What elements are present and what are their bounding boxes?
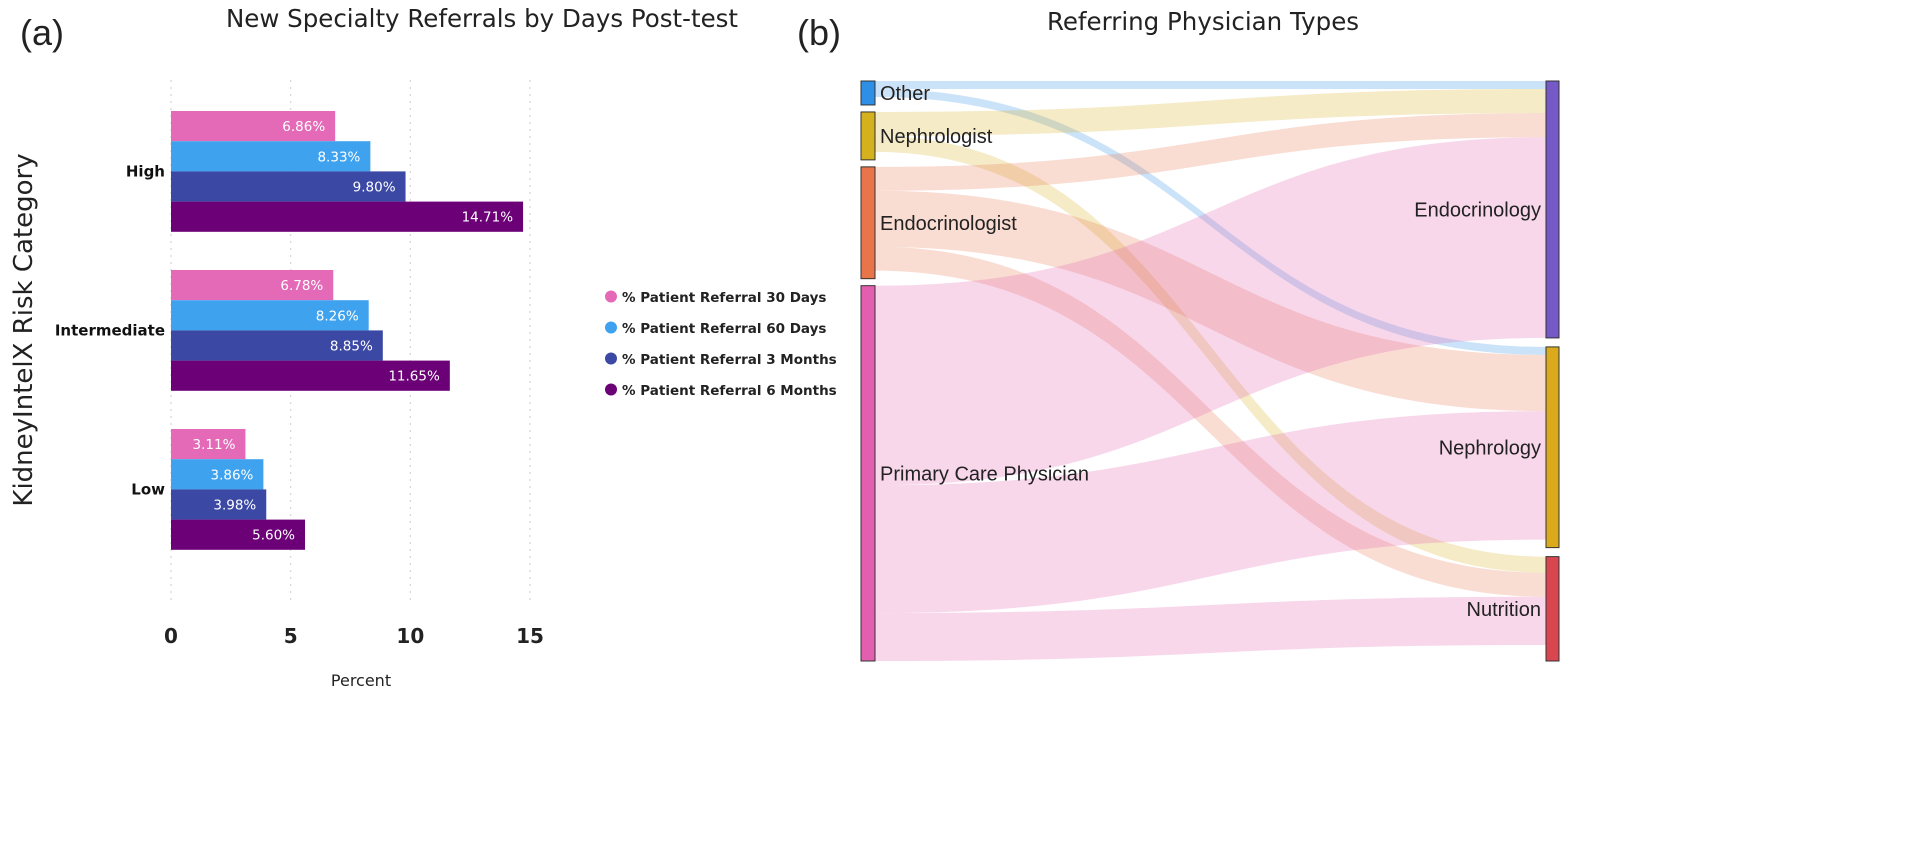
data-label-high-pct-patient-referral-3-months: 9.80%	[353, 180, 396, 196]
x-tick-label: 10	[396, 624, 424, 648]
category-label-low: Low	[131, 480, 165, 498]
sankey-node-primary-care-physician	[860, 285, 876, 662]
sankey-link-endocrinologist-to-nutrition	[875, 246, 1546, 597]
panel-a-label: (a)	[20, 12, 64, 53]
x-tick-label: 5	[284, 624, 298, 648]
data-label-low-pct-patient-referral-30-days: 3.11%	[193, 437, 236, 453]
legend-marker-pct-patient-referral-60-days	[605, 321, 617, 334]
sankey-link-endocrinologist-to-endocrinology	[875, 113, 1546, 191]
sankey-link-other-to-nephrology	[875, 88, 1546, 355]
legend-marker-pct-patient-referral-30-days	[605, 290, 617, 303]
bar-chart-x-axis-label: Percent	[331, 671, 391, 690]
bar-low-pct-patient-referral-3-months	[171, 489, 267, 520]
bar-chart-title: New Specialty Referrals by Days Post-tes…	[226, 4, 738, 33]
category-label-high: High	[126, 162, 165, 180]
sankey-title: Referring Physician Types	[1047, 7, 1359, 36]
legend-label-pct-patient-referral-30-days: % Patient Referral 30 Days	[622, 290, 826, 306]
bar-high-pct-patient-referral-6-months	[171, 201, 524, 232]
bar-intermediate-pct-patient-referral-60-days	[171, 300, 369, 331]
sankey-link-primary-care-physician-to-nutrition	[875, 596, 1546, 661]
sankey-node-endocrinology	[1545, 80, 1560, 339]
sankey-link-endocrinologist-to-nephrology	[875, 190, 1546, 412]
bar-low-pct-patient-referral-60-days	[171, 459, 264, 490]
bar-high-pct-patient-referral-60-days	[171, 141, 371, 172]
x-tick-label: 15	[516, 624, 544, 648]
bar-intermediate-pct-patient-referral-30-days	[171, 270, 334, 301]
sankey-node-label-nutrition: Nutrition	[1467, 599, 1541, 621]
sankey-node-label-endocrinology: Endocrinology	[1414, 199, 1541, 221]
sankey-node-endocrinologist	[860, 166, 876, 280]
data-label-low-pct-patient-referral-3-months: 3.98%	[213, 498, 256, 514]
panel-b-label: (b)	[797, 12, 841, 53]
sankey-node-label-endocrinologist: Endocrinologist	[880, 213, 1017, 235]
bar-low-pct-patient-referral-30-days	[171, 429, 246, 460]
legend-label-pct-patient-referral-3-months: % Patient Referral 3 Months	[622, 352, 837, 368]
sankey-node-label-other: Other	[880, 83, 930, 105]
sankey-node-nephrology	[1545, 346, 1560, 549]
data-label-low-pct-patient-referral-60-days: 3.86%	[210, 467, 253, 483]
sankey-link-primary-care-physician-to-nephrology	[875, 411, 1546, 614]
data-label-intermediate-pct-patient-referral-30-days: 6.78%	[280, 278, 323, 294]
sankey-node-label-nephrologist: Nephrologist	[880, 126, 993, 148]
bar-intermediate-pct-patient-referral-3-months	[171, 330, 383, 361]
sankey-node-nutrition	[1545, 556, 1560, 662]
data-label-high-pct-patient-referral-60-days: 8.33%	[317, 149, 360, 165]
data-label-high-pct-patient-referral-6-months: 14.71%	[462, 210, 514, 226]
bar-chart-legend: % Patient Referral 30 Days % Patient Refe…	[605, 290, 837, 399]
sankey-node-nephrologist	[860, 111, 876, 161]
bar-chart-y-axis-label: KidneyIntelX Risk Category	[9, 153, 39, 506]
legend-marker-pct-patient-referral-6-months	[605, 383, 617, 396]
sankey-node-label-nephrology: Nephrology	[1439, 437, 1541, 459]
legend-marker-pct-patient-referral-3-months	[605, 352, 617, 365]
sankey-links	[875, 81, 1546, 661]
x-tick-label: 0	[164, 624, 178, 648]
sankey-node-other	[860, 80, 876, 106]
data-label-high-pct-patient-referral-30-days: 6.86%	[282, 119, 325, 135]
legend-label-pct-patient-referral-6-months: % Patient Referral 6 Months	[622, 383, 837, 399]
sankey-link-primary-care-physician-to-endocrinology	[875, 137, 1546, 486]
sankey-link-nephrologist-to-nutrition	[875, 135, 1546, 573]
data-label-low-pct-patient-referral-6-months: 5.60%	[252, 528, 295, 544]
bar-high-pct-patient-referral-30-days	[171, 111, 336, 142]
data-label-intermediate-pct-patient-referral-6-months: 11.65%	[388, 369, 440, 385]
sankey-node-label-primary-care-physician: Primary Care Physician	[880, 463, 1089, 485]
bar-high-pct-patient-referral-3-months	[171, 171, 406, 202]
bar-low-pct-patient-referral-6-months	[171, 519, 306, 550]
sankey-nodes: Other Nephrologist Endocrinologist Primary …	[860, 80, 1560, 662]
sankey-link-nephrologist-to-endocrinology	[875, 89, 1546, 136]
category-label-intermediate: Intermediate	[55, 321, 165, 339]
bar-intermediate-pct-patient-referral-6-months	[171, 360, 450, 391]
bar-chart-plot: High 6.86% 8.33% 9.80% 14.71% Intermediate 6.7…	[55, 111, 524, 550]
sankey-link-other-to-endocrinology	[875, 81, 1546, 90]
data-label-intermediate-pct-patient-referral-3-months: 8.85%	[330, 339, 373, 355]
legend-label-pct-patient-referral-60-days: % Patient Referral 60 Days	[622, 321, 826, 337]
data-label-intermediate-pct-patient-referral-60-days: 8.26%	[316, 308, 359, 324]
